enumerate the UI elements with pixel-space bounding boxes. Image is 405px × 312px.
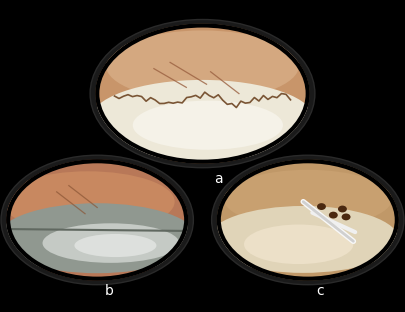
Ellipse shape <box>6 159 188 281</box>
Ellipse shape <box>43 223 179 263</box>
Ellipse shape <box>1 155 194 285</box>
Text: c: c <box>316 284 324 298</box>
Ellipse shape <box>90 80 315 161</box>
Text: a: a <box>214 172 223 186</box>
Ellipse shape <box>90 19 315 168</box>
Ellipse shape <box>244 225 353 264</box>
Ellipse shape <box>106 31 299 100</box>
Ellipse shape <box>208 206 399 273</box>
Ellipse shape <box>211 155 404 285</box>
Ellipse shape <box>217 159 399 281</box>
Ellipse shape <box>329 212 338 218</box>
Ellipse shape <box>317 203 326 210</box>
Ellipse shape <box>338 206 347 212</box>
Ellipse shape <box>133 100 283 150</box>
Text: b: b <box>105 284 114 298</box>
Ellipse shape <box>95 23 310 164</box>
Ellipse shape <box>2 171 175 232</box>
Ellipse shape <box>342 213 350 220</box>
Ellipse shape <box>224 170 392 227</box>
Ellipse shape <box>75 234 156 257</box>
Ellipse shape <box>0 203 198 273</box>
